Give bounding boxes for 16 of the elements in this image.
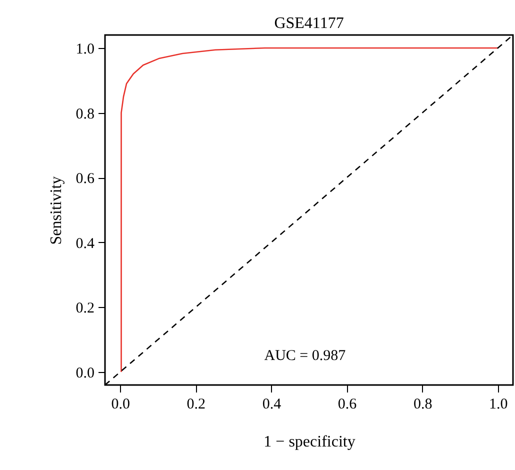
y-tick-label: 0.2 xyxy=(76,300,94,317)
x-tick-label: 0.4 xyxy=(262,396,282,412)
x-axis-title: 1 − specificity xyxy=(264,434,356,450)
x-tick-label: 1.0 xyxy=(489,396,508,412)
y-tick-label: 0.0 xyxy=(76,366,94,382)
y-axis-title: Sensitivity xyxy=(48,176,65,245)
annotation: AUC = 0.987 xyxy=(264,348,346,364)
x-tick-label: 0.0 xyxy=(111,396,130,412)
x-tick-label: 0.8 xyxy=(413,396,432,412)
chart-title: GSE41177 xyxy=(274,15,344,32)
y-tick-label: 0.8 xyxy=(76,106,94,122)
y-tick-label: 1.0 xyxy=(76,41,94,58)
x-tick-label: 0.2 xyxy=(186,396,206,412)
y-tick-label: 0.6 xyxy=(76,171,95,188)
y-tick-label: 0.4 xyxy=(76,236,95,252)
x-tick-label: 0.6 xyxy=(338,396,358,412)
